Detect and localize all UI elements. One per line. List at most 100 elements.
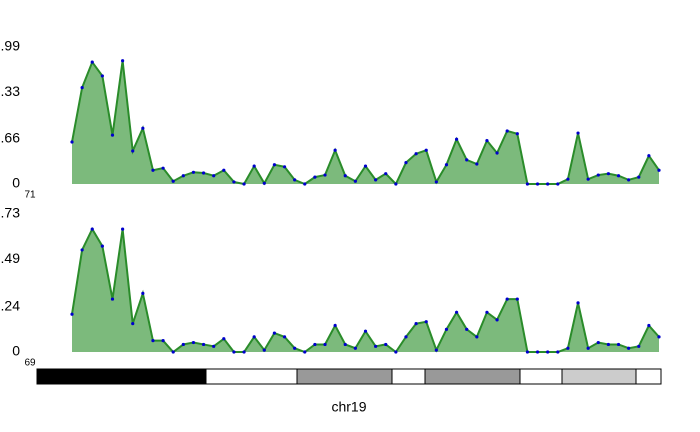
point — [171, 350, 175, 354]
y-tick-label: .73 — [1, 205, 21, 221]
y-tick-label: .49 — [1, 250, 21, 266]
point — [333, 323, 337, 328]
point — [465, 158, 469, 162]
point — [80, 248, 84, 252]
point — [576, 131, 580, 135]
point — [252, 164, 256, 168]
point — [657, 335, 661, 339]
point — [293, 178, 297, 182]
point — [212, 344, 216, 348]
point — [222, 337, 226, 341]
point — [465, 327, 469, 331]
point — [343, 342, 347, 347]
point — [647, 154, 651, 158]
point — [151, 168, 155, 172]
corner-label: 71 — [24, 190, 36, 201]
point — [535, 182, 540, 186]
point — [424, 148, 428, 152]
y-tick-label: .66 — [1, 129, 21, 145]
point — [404, 161, 408, 165]
point — [515, 132, 519, 136]
point — [110, 133, 115, 137]
y-tick-label: .24 — [1, 297, 21, 313]
point — [171, 179, 175, 183]
band — [391, 368, 426, 385]
y-tick-label: 0 — [12, 175, 20, 191]
point — [151, 339, 155, 343]
point — [444, 163, 449, 167]
area — [72, 60, 659, 184]
point — [576, 301, 580, 305]
point — [606, 172, 610, 176]
point — [454, 137, 459, 141]
point — [80, 86, 84, 90]
point — [141, 126, 145, 130]
point — [363, 329, 368, 333]
point — [303, 350, 307, 354]
point — [333, 148, 337, 152]
point — [475, 162, 479, 166]
point — [242, 182, 246, 186]
point — [404, 335, 408, 339]
point — [323, 173, 327, 177]
point — [201, 342, 206, 347]
band — [205, 368, 298, 385]
point — [475, 335, 479, 339]
point — [131, 322, 135, 326]
point — [525, 350, 530, 354]
band — [561, 368, 637, 385]
point — [546, 350, 550, 354]
band — [635, 368, 662, 385]
point — [201, 171, 206, 175]
point — [414, 152, 418, 156]
point — [586, 177, 590, 181]
point — [546, 182, 550, 186]
point — [394, 182, 398, 186]
point — [181, 342, 185, 347]
point — [353, 179, 357, 183]
point — [627, 346, 631, 350]
point — [313, 342, 317, 347]
point — [505, 297, 509, 301]
point — [616, 342, 621, 347]
point — [343, 174, 347, 178]
point — [596, 173, 600, 177]
point — [110, 297, 115, 301]
point — [100, 74, 104, 78]
point — [70, 312, 74, 316]
point — [424, 320, 428, 324]
ideogram — [36, 368, 662, 385]
point — [100, 244, 104, 248]
point — [596, 340, 600, 345]
point — [353, 346, 357, 350]
point — [627, 178, 631, 182]
point — [121, 59, 125, 63]
point — [637, 175, 641, 179]
point — [262, 348, 266, 352]
corner-label: 69 — [24, 358, 36, 369]
point — [434, 180, 438, 184]
point — [556, 350, 560, 354]
point — [495, 318, 499, 322]
point — [131, 149, 135, 153]
point — [374, 344, 378, 348]
point — [657, 168, 661, 172]
point — [637, 344, 641, 348]
point — [282, 165, 287, 169]
point — [252, 335, 256, 339]
point — [414, 322, 418, 326]
area — [72, 229, 659, 352]
point — [485, 310, 489, 314]
chromosome-label: chr19 — [331, 399, 366, 415]
point — [262, 181, 266, 185]
point — [282, 335, 287, 339]
point — [485, 139, 489, 143]
y-tick-label: 0 — [12, 343, 20, 359]
point — [384, 342, 388, 347]
point — [495, 151, 499, 155]
point — [212, 174, 216, 178]
point — [191, 170, 196, 174]
point — [606, 342, 610, 347]
band — [296, 368, 393, 385]
